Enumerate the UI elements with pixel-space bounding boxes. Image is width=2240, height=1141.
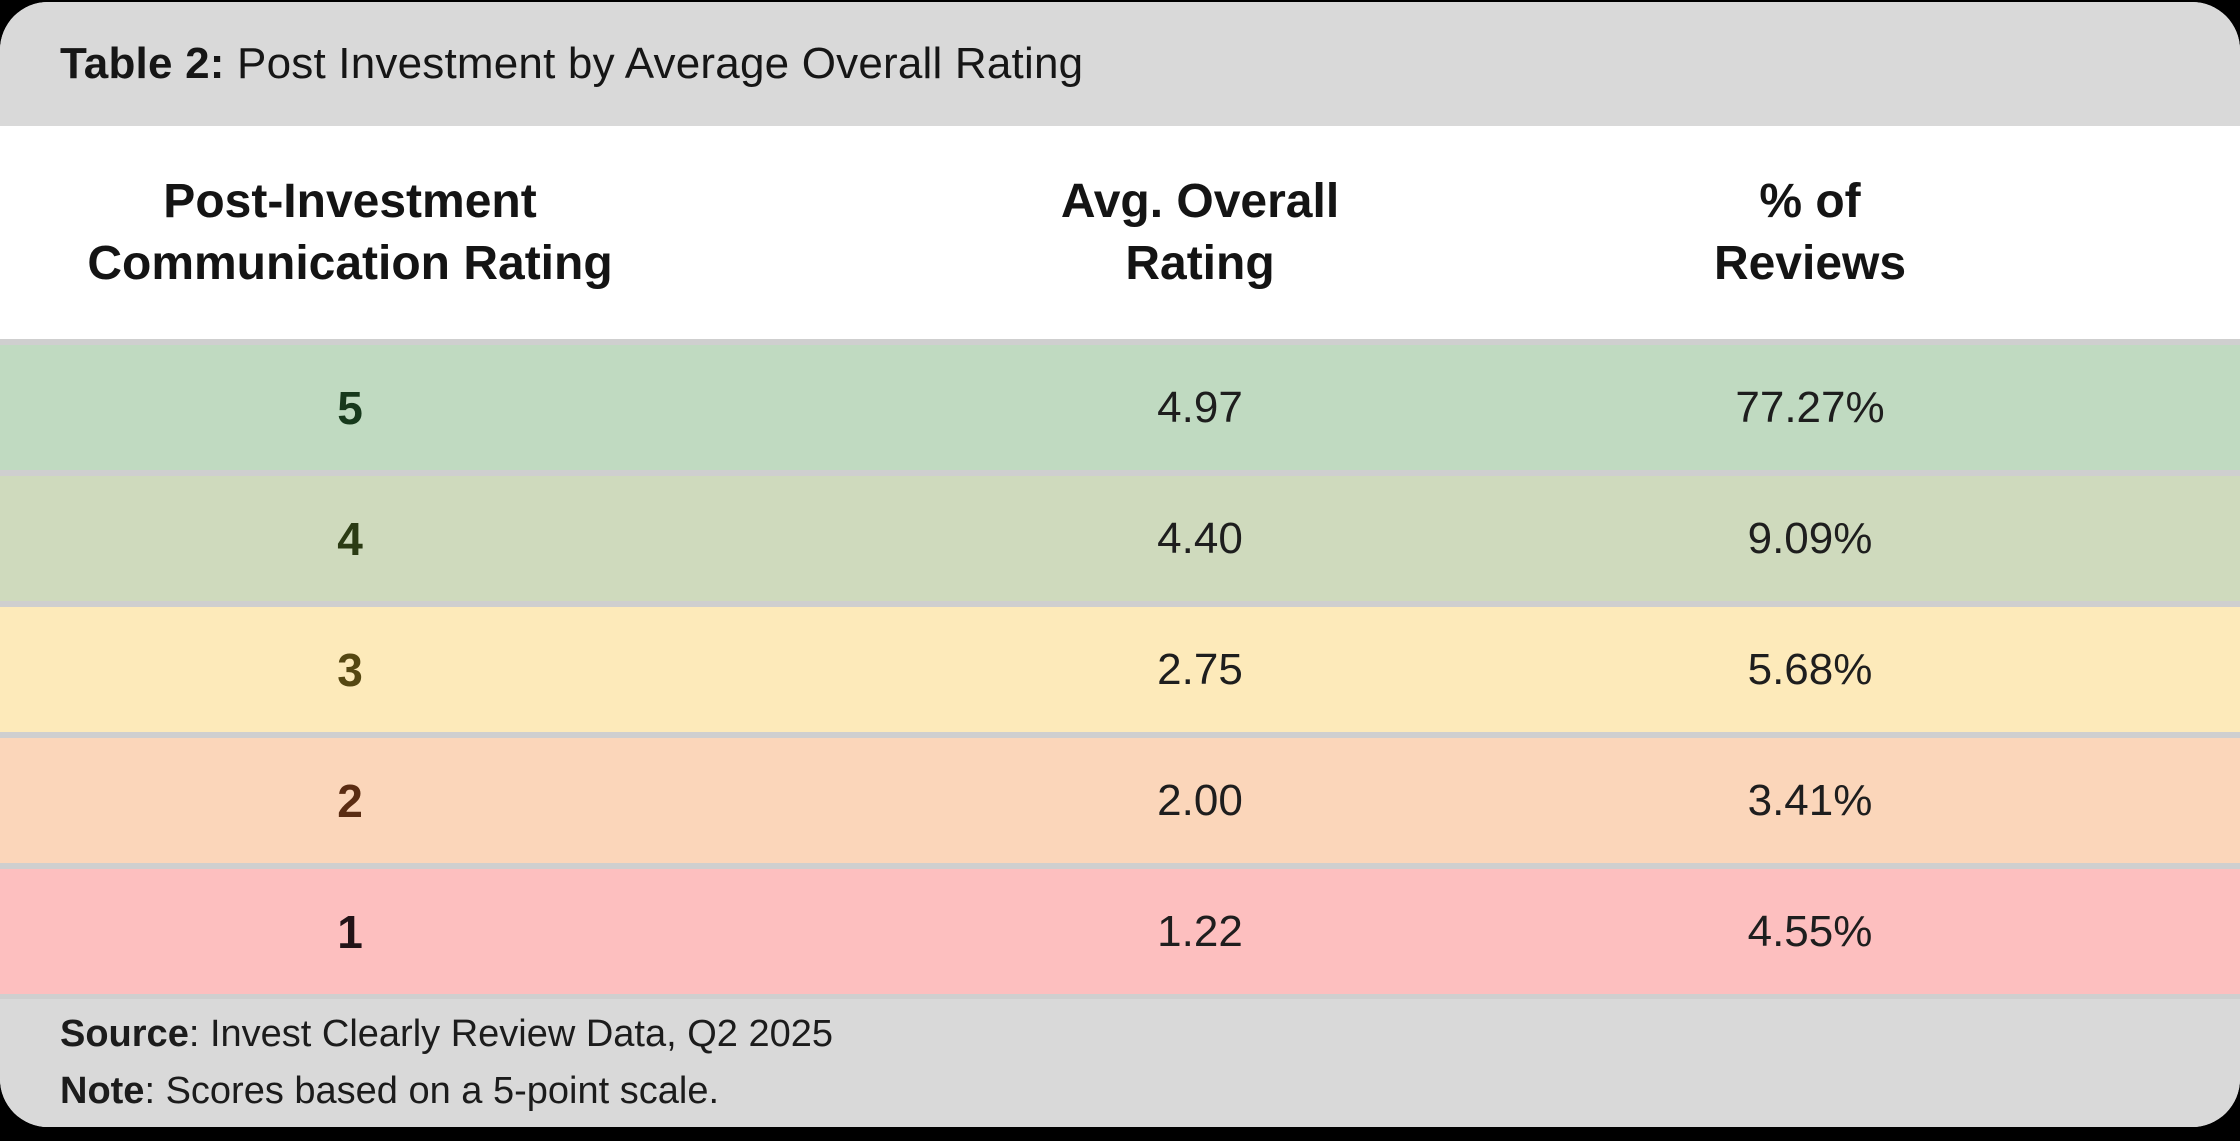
column-header-line: Rating: [1125, 236, 1275, 290]
table-title-bar: Table 2: Post Investment by Average Over…: [0, 2, 2240, 126]
column-header-row: Post-Investment Communication Rating Avg…: [0, 126, 2240, 339]
table-row-rating-2: 2 2.00 3.41%: [0, 732, 2240, 863]
column-header-line: Reviews: [1713, 236, 1907, 290]
source-line: Source: Invest Clearly Review Data, Q2 2…: [60, 1011, 2180, 1059]
avg-rating-cell: 4.40: [1157, 513, 1243, 563]
rating-cell: 2: [337, 774, 363, 827]
rating-cell: 3: [337, 643, 363, 696]
table-row-rating-3: 3 2.75 5.68%: [0, 601, 2240, 732]
pct-reviews-cell: 77.27%: [1735, 382, 1885, 432]
column-header-line: Post-Investment: [163, 175, 537, 229]
source-text: : Invest Clearly Review Data, Q2 2025: [188, 1012, 834, 1055]
pct-reviews-cell: 3.41%: [1747, 775, 1873, 825]
table-title-prefix: Table 2:: [60, 39, 225, 88]
table-title: Table 2: Post Investment by Average Over…: [60, 39, 1083, 89]
table-row-rating-4: 4 4.40 9.09%: [0, 470, 2240, 601]
avg-rating-cell: 2.00: [1157, 775, 1243, 825]
column-header-line: % of: [1759, 175, 1861, 229]
avg-rating-cell: 2.75: [1157, 644, 1243, 694]
table-title-text: Post Investment by Average Overall Ratin…: [224, 39, 1084, 88]
source-label: Source: [60, 1012, 189, 1055]
pct-reviews-cell: 5.68%: [1747, 644, 1873, 694]
rating-cell: 5: [337, 381, 363, 434]
column-header-pct-of-reviews: % of Reviews: [1700, 171, 2240, 294]
column-header-line: Avg. Overall: [1060, 175, 1340, 229]
table-row-rating-1: 1 1.22 4.55%: [0, 863, 2240, 994]
column-header-avg-overall-rating: Avg. Overall Rating: [700, 171, 1700, 294]
table-footer: Source: Invest Clearly Review Data, Q2 2…: [0, 994, 2240, 1127]
note-text: : Scores based on a 5-point scale.: [144, 1070, 720, 1112]
column-header-line: Communication Rating: [87, 236, 613, 290]
column-header-communication-rating: Post-Investment Communication Rating: [0, 171, 700, 294]
rating-cell: 1: [337, 905, 363, 958]
avg-rating-cell: 1.22: [1157, 906, 1243, 956]
note-line: Note: Scores based on a 5-point scale.: [60, 1068, 2180, 1116]
table-row-rating-5: 5 4.97 77.27%: [0, 339, 2240, 470]
rating-cell: 4: [337, 512, 363, 565]
note-label: Note: [60, 1070, 145, 1112]
pct-reviews-cell: 4.55%: [1747, 906, 1873, 956]
avg-rating-cell: 4.97: [1157, 382, 1243, 432]
pct-reviews-cell: 9.09%: [1747, 513, 1873, 563]
